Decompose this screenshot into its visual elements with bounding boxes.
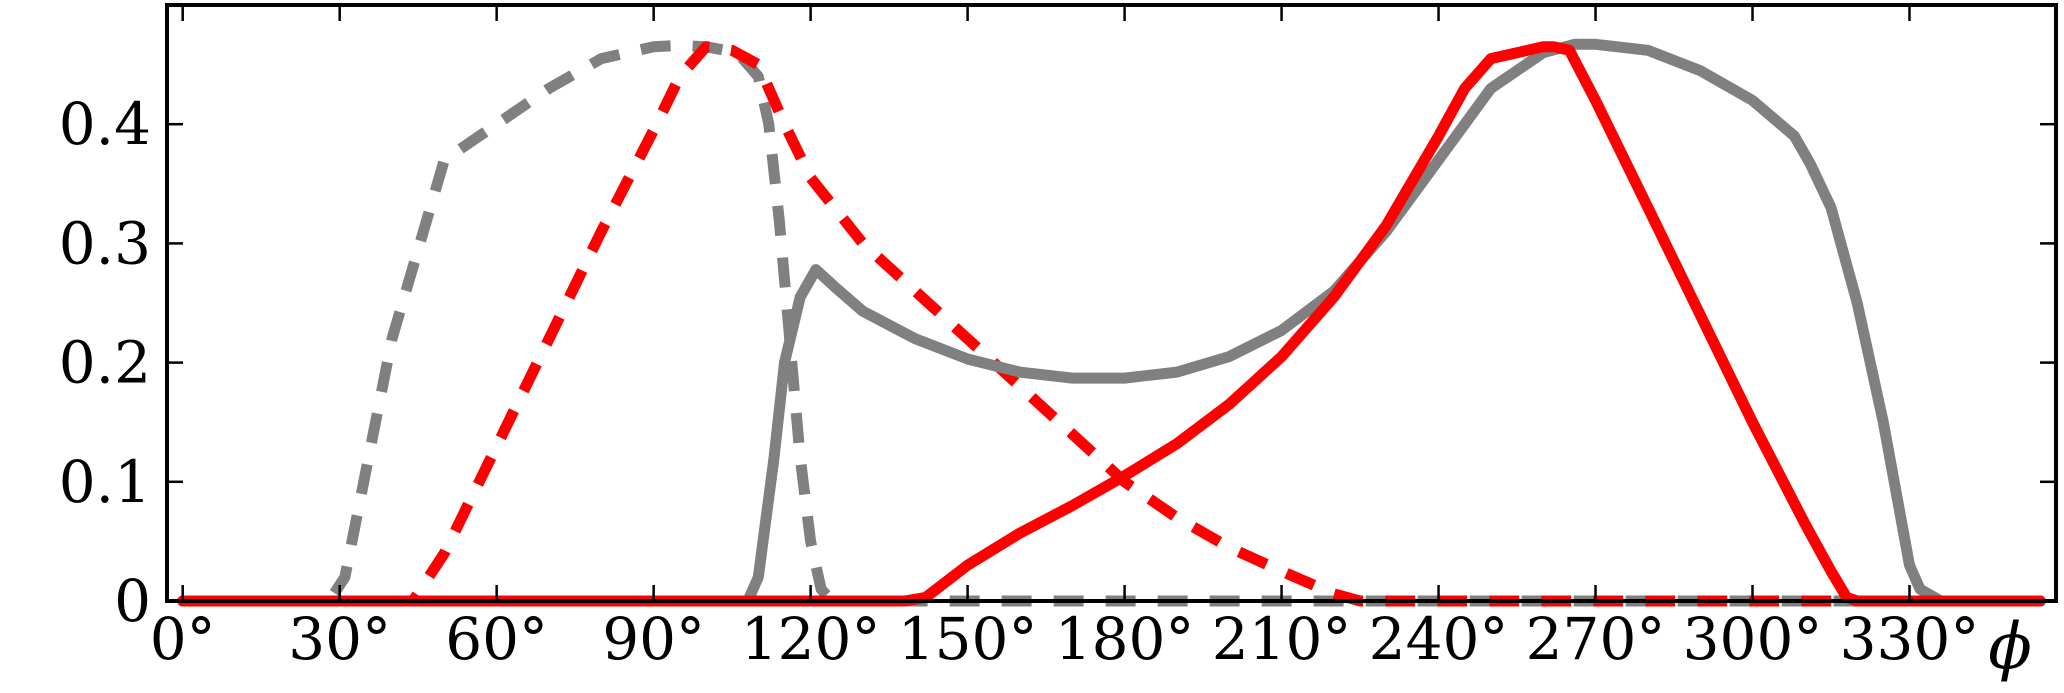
x-tick-label-6: 180°: [1055, 605, 1195, 673]
series-line-1: [182, 40, 2041, 607]
y-tick-label-3: 0.3: [59, 209, 151, 277]
y-tick-label-4: 0.4: [59, 90, 151, 158]
series-line-2: [182, 41, 2041, 607]
series-layer: [177, 38, 2046, 607]
tick-labels-layer: 0° 30° 60° 90° 120° 150° 180° 210° 240° 270° 300° 3…: [59, 90, 1980, 673]
x-axis-label: ϕ: [1988, 610, 2032, 684]
x-tick-label-7: 210°: [1212, 605, 1352, 673]
y-tick-label-0: 0: [114, 567, 151, 635]
y-tick-label-1: 0.1: [59, 448, 151, 516]
x-tick-label-0: 0°: [150, 605, 216, 673]
x-tick-label-1: 30°: [288, 605, 391, 673]
x-tick-label-9: 270°: [1526, 605, 1666, 673]
plot-frame: [165, 3, 2058, 603]
x-tick-label-3: 90°: [602, 605, 705, 673]
y-tick-label-2: 0.2: [59, 329, 151, 397]
x-tick-label-4: 120°: [741, 605, 881, 673]
x-tick-label-10: 300°: [1683, 605, 1823, 673]
x-tick-label-5: 150°: [898, 605, 1038, 673]
ticks-layer: [167, 5, 2056, 603]
x-tick-label-2: 60°: [445, 605, 548, 673]
x-tick-label-11: 330°: [1840, 605, 1980, 673]
x-tick-label-8: 240°: [1369, 605, 1509, 673]
series-line-4: [177, 41, 2046, 607]
